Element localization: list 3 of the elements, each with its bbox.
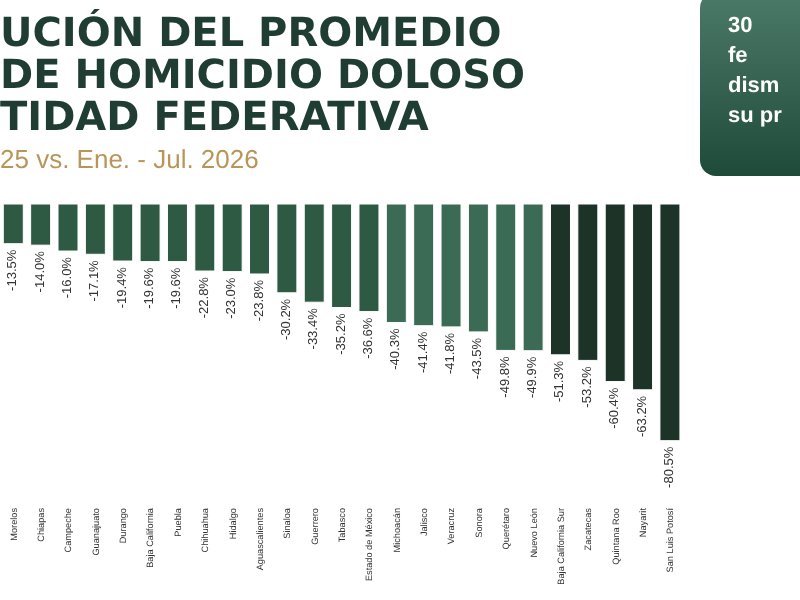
chart-title: UCIÓN DEL PROMEDIO DE HOMICIDIO DOLOSO TIDAD FEDERATIVA bbox=[0, 8, 525, 140]
text: 30 fe dism su pr bbox=[700, 0, 800, 176]
chart-subtitle: 25 vs. Ene. - Jul. 2026 bbox=[0, 144, 259, 174]
